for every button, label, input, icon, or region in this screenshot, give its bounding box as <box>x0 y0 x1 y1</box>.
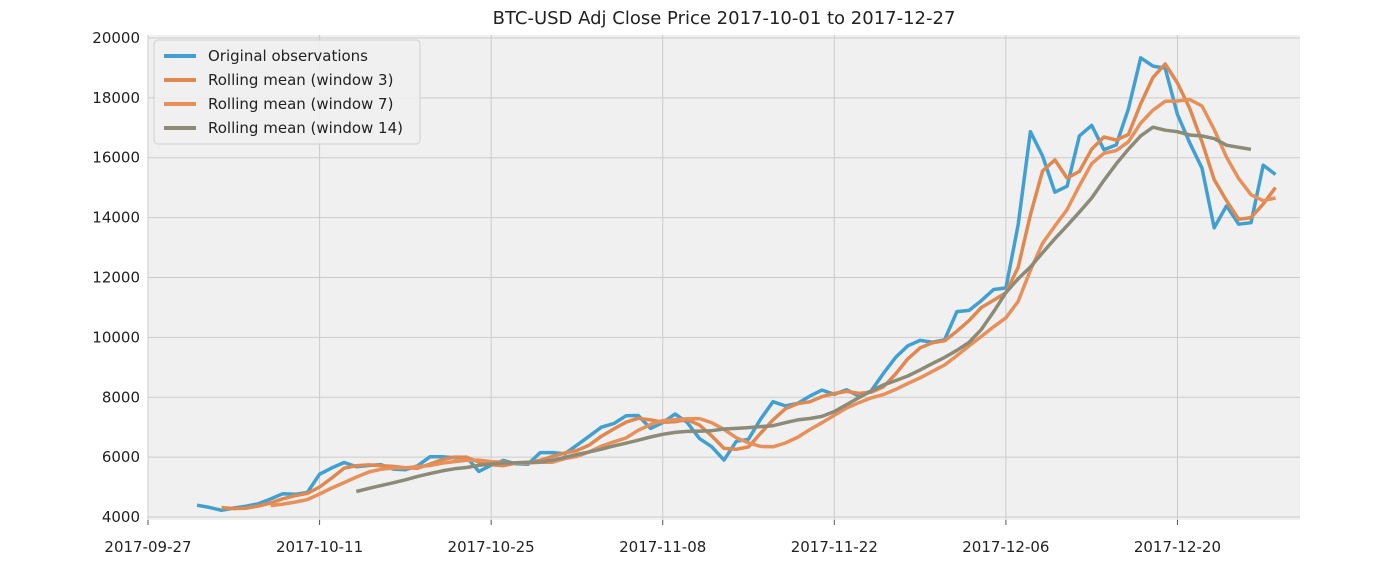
legend-label: Original observations <box>208 47 368 65</box>
y-tick-label: 8000 <box>102 388 140 406</box>
series-line-4 <box>355 125 1252 494</box>
x-axis-ticks: 2017-09-27 2017-10-11 2017-10-25 2017-11-08… <box>104 538 1221 556</box>
y-tick-label: 16000 <box>92 149 140 167</box>
y-tick-label: 6000 <box>102 448 140 466</box>
y-tick-label: 12000 <box>92 269 140 287</box>
y-tick-label: 20000 <box>92 29 140 47</box>
legend-label: Rolling mean (window 14) <box>208 119 403 137</box>
x-tick-label: 2017-10-11 <box>276 538 363 556</box>
y-tick-label: 10000 <box>92 328 140 346</box>
y-tick-label: 18000 <box>92 89 140 107</box>
y-tick-label: 14000 <box>92 209 140 227</box>
x-tick-label: 2017-10-25 <box>448 538 535 556</box>
x-tick-label: 2017-09-27 <box>104 538 191 556</box>
x-tick-label: 2017-12-20 <box>1134 538 1221 556</box>
x-tick-label: 2017-12-06 <box>962 538 1049 556</box>
legend: Original observations Rolling mean (windo… <box>153 39 421 145</box>
legend-label: Rolling mean (window 7) <box>208 95 393 113</box>
chart-title: BTC-USD Adj Close Price 2017-10-01 to 20… <box>493 8 956 29</box>
y-axis-ticks: 4000 6000 8000 10000 12000 14000 16000 18000 200… <box>92 29 140 526</box>
y-tick-label: 4000 <box>102 508 140 526</box>
series-lines <box>196 56 1277 513</box>
x-tick-label: 2017-11-08 <box>619 538 706 556</box>
legend-box <box>153 39 421 145</box>
legend-label: Rolling mean (window 3) <box>208 71 393 89</box>
x-tick-label: 2017-11-22 <box>791 538 878 556</box>
series-line-3 <box>270 97 1276 508</box>
